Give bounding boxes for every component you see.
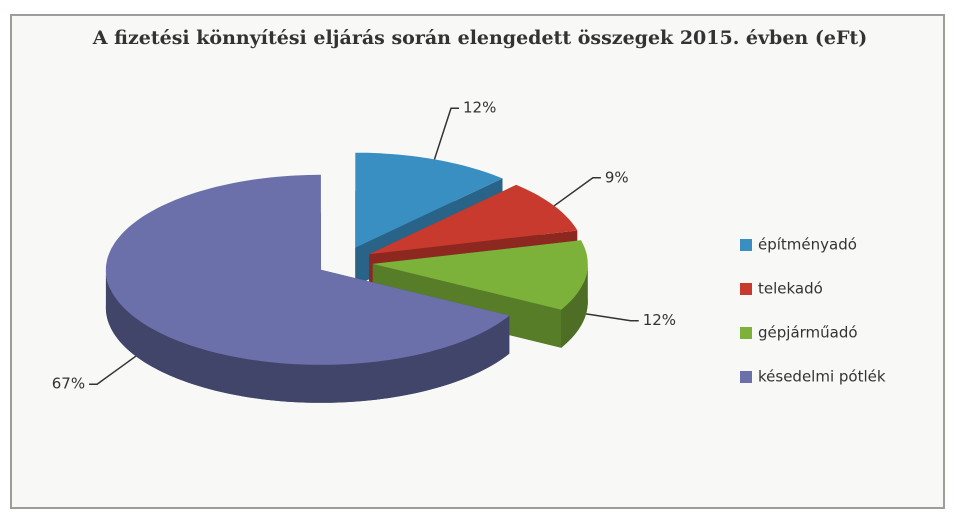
leader-line: [433, 107, 460, 160]
legend-swatch: [740, 283, 752, 295]
slice: [105, 174, 510, 365]
legend-label: gépjárműadó: [758, 324, 858, 342]
data-label: 67%: [52, 375, 85, 393]
data-label: 9%: [605, 168, 629, 186]
slice: [355, 152, 503, 248]
leader-line: [89, 355, 137, 385]
slice: [369, 184, 578, 255]
chart-title: A fizetési könnyítési eljárás során elen…: [92, 27, 868, 49]
legend-swatch: [740, 327, 752, 339]
leader-line: [585, 313, 639, 322]
slice: [372, 240, 588, 310]
legend-swatch: [740, 371, 752, 383]
slice-side: [561, 263, 588, 348]
legend-swatch: [740, 239, 752, 251]
data-label: 12%: [643, 311, 676, 329]
slice-side: [105, 269, 510, 403]
legend-label: telekadó: [758, 280, 823, 298]
data-label: 12%: [463, 99, 496, 117]
legend-label: építményadó: [758, 236, 857, 254]
legend-label: késedelmi pótlék: [758, 368, 886, 386]
leader-line: [553, 177, 601, 207]
